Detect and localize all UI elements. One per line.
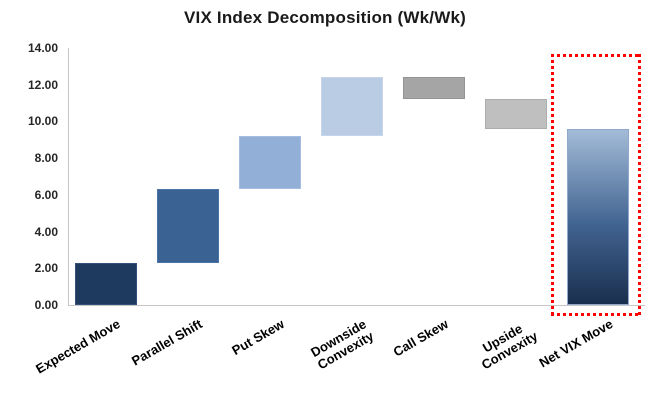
x-axis-line — [68, 305, 645, 306]
y-tick-label: 6.00 — [34, 187, 58, 202]
x-axis-label-line: Parallel Shift — [129, 316, 205, 369]
bar-expected-move — [75, 262, 137, 305]
y-tick-label: 14.00 — [27, 41, 58, 55]
bar-put-skew — [239, 136, 301, 190]
y-tick-label: 12.00 — [27, 77, 58, 92]
x-axis-label-put-skew: Put Skew — [229, 316, 287, 359]
x-axis-label-line: Expected Move — [33, 316, 123, 377]
x-axis-label-downside-convexity: Downside Convexity — [308, 316, 376, 372]
x-axis-label-line: Put Skew — [229, 316, 287, 359]
x-axis-label-expected-move: Expected Move — [33, 316, 123, 377]
net-vix-highlight-box — [551, 54, 641, 316]
highlight-edge-left — [551, 54, 554, 316]
bar-downside-convexity — [321, 77, 383, 137]
y-tick-label: 8.00 — [34, 151, 58, 166]
highlight-edge-bottom — [551, 313, 641, 316]
y-tick-label: 10.00 — [27, 114, 58, 129]
y-axis-line — [68, 48, 69, 305]
chart-title: VIX Index Decomposition (Wk/Wk) — [183, 8, 466, 27]
x-axis-label-upside-convexity: Upside Convexity — [472, 317, 540, 372]
highlight-edge-right — [638, 54, 641, 316]
highlight-edge-top — [551, 54, 641, 57]
x-axis-label-line: Net VIX Move — [536, 316, 615, 371]
x-axis-label-net-vix-move: Net VIX Move — [536, 316, 615, 371]
x-axis-label-line: Call Skew — [390, 316, 451, 360]
y-tick-label: 0.00 — [34, 298, 58, 312]
x-axis-label-parallel-shift: Parallel Shift — [129, 316, 205, 369]
y-tick-label: 2.00 — [34, 261, 58, 276]
y-tick-label: 4.00 — [34, 224, 58, 239]
bar-parallel-shift — [157, 189, 219, 263]
bar-net-vix-move — [567, 128, 629, 305]
x-axis-label-call-skew: Call Skew — [390, 316, 451, 360]
bar-upside-convexity — [485, 99, 547, 129]
bar-call-skew — [403, 77, 465, 100]
